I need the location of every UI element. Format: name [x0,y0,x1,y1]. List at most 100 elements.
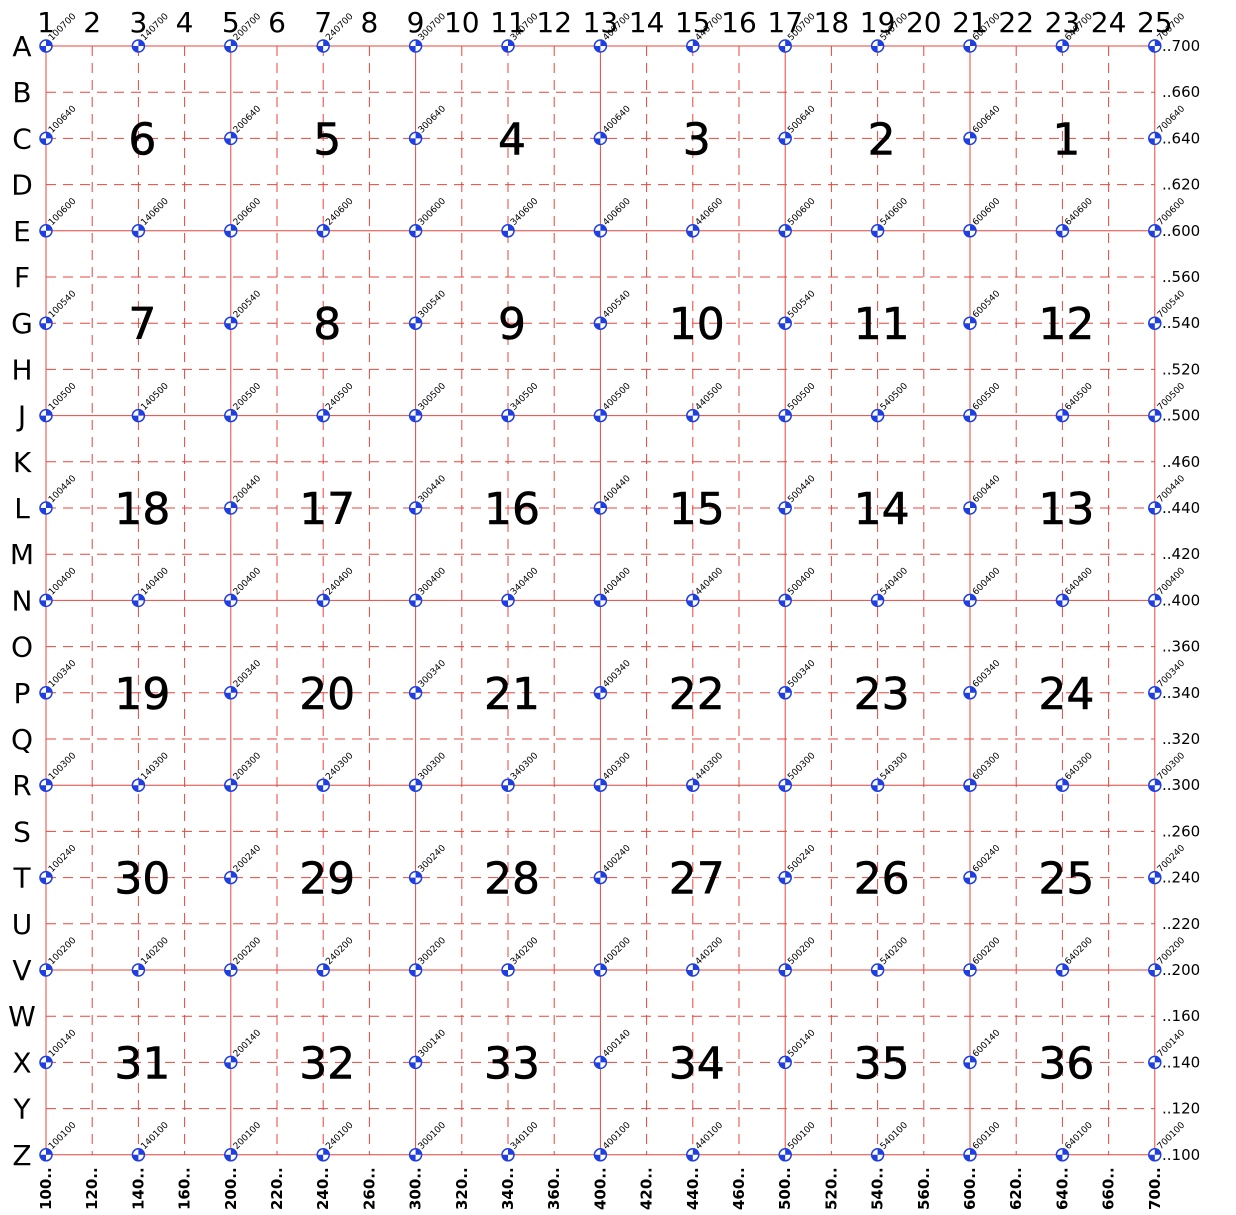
marker-quadrant [871,415,878,422]
cell-number: 10 [669,299,725,350]
marker-quadrant [877,409,884,416]
point-label: 440600 [694,196,726,228]
marker-quadrant [779,600,786,607]
marker-quadrant [46,1148,52,1155]
point-label: 540100 [879,1120,911,1152]
point-label: 300640 [417,104,449,136]
survey-marker [870,963,885,977]
point-label: 340600 [509,196,541,228]
marker-quadrant [692,409,699,416]
cell-number: 7 [128,299,156,350]
column-label: 23 [1045,6,1081,39]
marker-quadrant [779,46,786,52]
point-label: 540500 [879,381,911,413]
point-label: 300440 [417,474,449,506]
row-label: E [13,215,31,248]
survey-marker [686,593,700,608]
point-label: 200440 [232,474,264,506]
marker-quadrant [40,1062,46,1069]
marker-quadrant [40,508,46,514]
point-label: 140400 [139,566,171,598]
marker-quadrant [40,785,46,792]
marker-quadrant [138,40,145,46]
row-label: H [11,353,32,386]
marker-quadrant [877,224,884,231]
marker-quadrant [877,1148,884,1155]
point-label: 100600 [47,196,79,228]
survey-marker [131,1148,146,1162]
marker-quadrant [40,600,46,607]
survey-marker [593,1148,608,1162]
marker-quadrant [600,1148,607,1155]
marker-quadrant [409,138,416,145]
marker-quadrant [970,132,976,139]
column-label: 22 [998,6,1034,39]
survey-marker [593,224,608,238]
point-label: 400400 [601,566,633,598]
marker-quadrant [40,415,46,422]
survey-marker [408,131,423,146]
survey-marker [870,39,885,53]
marker-quadrant [964,877,970,884]
survey-marker [408,408,423,423]
marker-quadrant [138,1148,145,1155]
survey-marker [778,870,792,885]
right-axis-label: ..340 [1162,684,1200,702]
marker-quadrant [1062,594,1069,601]
column-label: 8 [360,6,378,39]
survey-marker [778,131,792,146]
marker-quadrant [46,224,52,231]
column-label: 13 [583,6,619,39]
marker-quadrant [779,692,786,699]
cell-number: 3 [683,114,711,165]
marker-quadrant [409,508,416,514]
bottom-axis-label: 160.. [176,1167,194,1210]
survey-marker [1055,593,1070,608]
survey-marker [224,1148,238,1162]
survey-marker [963,686,977,700]
cell-number: 1 [1052,114,1080,165]
column-label: 12 [536,6,572,39]
survey-marker [408,1055,423,1070]
survey-marker [39,224,53,238]
marker-quadrant [785,409,792,416]
point-label: 300540 [417,289,449,321]
bottom-axis-label: 400.. [591,1167,609,1210]
marker-quadrant [224,230,231,237]
bottom-axis-label: 420.. [638,1167,656,1210]
right-axis-label: ..700 [1162,37,1200,55]
row-label: O [11,631,33,664]
point-label: 540600 [879,196,911,228]
survey-marker [39,778,53,792]
cell-number: 21 [484,669,540,720]
survey-marker [686,1148,700,1162]
marker-quadrant [46,594,52,601]
point-label: 300500 [417,381,449,413]
marker-quadrant [970,317,976,324]
marker-quadrant [594,877,601,884]
marker-quadrant [317,230,324,237]
bottom-axis-label: 140.. [129,1167,147,1210]
survey-marker [963,224,977,238]
right-axis-label: ..120 [1162,1100,1200,1118]
marker-quadrant [409,415,416,422]
marker-quadrant [40,692,46,699]
marker-quadrant [594,508,601,514]
right-axis-label: ..440 [1162,499,1200,517]
marker-quadrant [1062,1148,1069,1155]
survey-marker [1055,224,1070,238]
marker-quadrant [132,46,139,52]
point-label: 540200 [879,936,911,968]
point-label: 240500 [324,381,356,413]
marker-quadrant [1148,46,1155,52]
row-label: X [12,1046,31,1079]
right-axis-label: ..240 [1162,869,1200,887]
survey-marker [39,593,53,608]
survey-marker [778,778,792,792]
row-label: G [11,307,33,340]
marker-quadrant [964,785,970,792]
marker-quadrant [40,877,46,884]
marker-quadrant [1062,224,1069,231]
marker-quadrant [415,409,422,416]
marker-quadrant [964,415,970,422]
